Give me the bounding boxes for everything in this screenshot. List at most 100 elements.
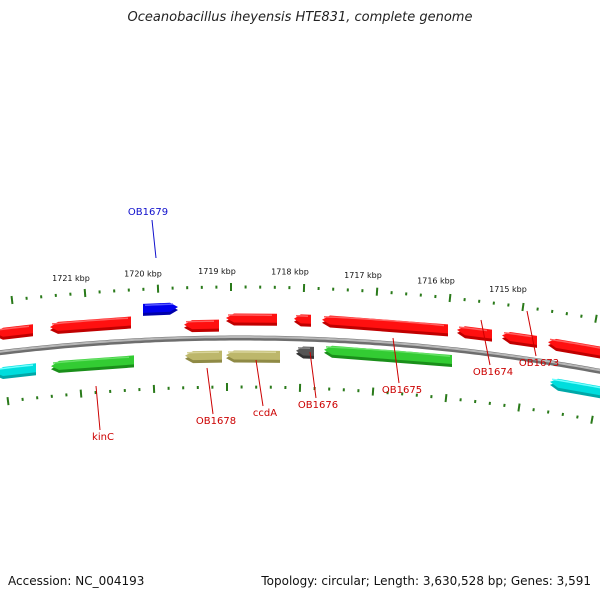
gene-plus-1-highlight xyxy=(0,325,30,331)
gene-kinc[interactable] xyxy=(51,355,134,373)
scale-label-1719-kbp: 1719 kbp xyxy=(198,267,236,276)
accession-text: Accession: NC_004193 xyxy=(8,574,145,588)
outer-scale-minor-tick xyxy=(390,291,393,295)
gene-plus-6[interactable] xyxy=(322,315,448,337)
inner-scale-minor-tick xyxy=(240,385,243,389)
gene-label-ob1679[interactable]: OB1679 xyxy=(128,207,168,218)
inner-scale-minor-tick xyxy=(138,388,141,392)
gene-ob1675[interactable] xyxy=(324,345,452,367)
gene-label-ccda[interactable]: ccdA xyxy=(253,408,277,419)
gene-plus-7[interactable] xyxy=(457,326,492,342)
label-leader-kinc xyxy=(95,385,101,431)
inner-scale-minor-tick xyxy=(65,393,68,397)
gene-label-ob1676[interactable]: OB1676 xyxy=(298,400,338,411)
gene-minus-cyan-2-body xyxy=(550,378,600,396)
outer-scale-minor-tick xyxy=(463,297,466,302)
outer-scale-minor-tick xyxy=(69,292,72,296)
gene-label-ob1674[interactable]: OB1674 xyxy=(473,367,513,378)
outer-scale-minor-tick xyxy=(536,307,539,311)
inner-scale-minor-tick xyxy=(342,388,345,392)
outer-scale-major-tick xyxy=(594,314,598,323)
gene-plus-5[interactable] xyxy=(294,314,311,327)
gene-ccda[interactable] xyxy=(226,350,280,363)
scale-label-1717-kbp: 1717 kbp xyxy=(344,271,382,280)
outer-scale-minor-tick xyxy=(565,312,569,316)
gene-plus-9[interactable] xyxy=(548,338,600,360)
outer-scale-major-tick xyxy=(302,283,306,293)
inner-scale-minor-tick xyxy=(474,399,477,404)
gene-ob1676[interactable] xyxy=(296,346,314,359)
outer-scale-minor-tick xyxy=(171,286,174,290)
outer-scale-minor-tick xyxy=(186,286,189,290)
inner-scale-minor-tick xyxy=(546,410,550,414)
gene-plus-2-body xyxy=(50,316,131,331)
gene-plus-3-highlight xyxy=(185,320,214,323)
inner-scale-major-tick xyxy=(298,383,302,392)
label-leader-ob1675 xyxy=(392,337,400,384)
outer-scale-major-tick xyxy=(156,284,160,293)
outer-scale-minor-tick xyxy=(288,286,291,290)
outer-scale-minor-tick xyxy=(478,299,481,303)
gene-plus-8-body xyxy=(502,332,537,345)
outer-scale-minor-tick xyxy=(244,285,247,289)
gene-ob1679[interactable] xyxy=(143,302,178,316)
outer-scale-minor-tick xyxy=(40,295,43,299)
label-leader-ccda xyxy=(255,359,264,407)
gene-plus-7-highlight xyxy=(458,326,488,332)
gene-plus-4[interactable] xyxy=(226,313,277,326)
gene-ob1675-body xyxy=(324,345,452,364)
outer-scale-minor-tick xyxy=(405,292,408,296)
label-leader-ob1676 xyxy=(309,351,317,399)
gene-kinc-body xyxy=(51,355,134,370)
inner-scale-minor-tick xyxy=(182,386,185,390)
gene-plus-3[interactable] xyxy=(184,319,219,333)
inner-scale-minor-tick xyxy=(430,395,433,399)
outer-scale-minor-tick xyxy=(25,296,28,300)
scale-label-1715-kbp: 1715 kbp xyxy=(489,285,527,294)
inner-scale-minor-tick xyxy=(196,385,199,390)
inner-scale-major-tick xyxy=(79,389,83,398)
outer-scale-minor-tick xyxy=(54,293,57,297)
outer-scale xyxy=(10,282,598,323)
gene-labels: OB1679 kinC OB1678 ccdA OB1676 OB1675 OB1674 OB… xyxy=(92,207,559,443)
inner-scale-major-tick xyxy=(444,394,448,403)
outer-scale-minor-tick xyxy=(419,293,422,297)
outer-scale-minor-tick xyxy=(127,288,130,292)
inner-scale-minor-tick xyxy=(561,412,565,417)
outer-scale-major-tick xyxy=(375,287,379,296)
gene-plus-8[interactable] xyxy=(502,331,537,348)
gene-minus-cyan-1[interactable] xyxy=(0,363,36,379)
inner-scale-major-tick xyxy=(590,415,594,424)
gene-plus-6-body xyxy=(322,315,448,334)
outer-scale-minor-tick xyxy=(317,286,320,291)
inner-scale-major-tick xyxy=(6,397,10,406)
inner-scale-minor-tick xyxy=(167,386,170,390)
inner-scale-minor-tick xyxy=(415,393,418,397)
inner-scale xyxy=(6,382,594,424)
gene-ob1678[interactable] xyxy=(185,350,222,364)
inner-scale-minor-tick xyxy=(503,403,506,408)
inner-scale-minor-tick xyxy=(36,396,39,400)
outer-scale-minor-tick xyxy=(492,301,495,305)
inner-scale-minor-tick xyxy=(109,389,112,393)
outer-scale-minor-tick xyxy=(215,285,218,289)
gene-ob1679-highlight xyxy=(144,303,174,307)
inner-scale-minor-tick xyxy=(386,391,389,395)
inner-scale-major-tick xyxy=(152,384,156,393)
gene-minus-cyan-2-highlight xyxy=(551,378,600,389)
gene-label-ob1673[interactable]: OB1673 xyxy=(519,358,559,369)
inner-scale-minor-tick xyxy=(211,385,214,389)
inner-scale-major-tick xyxy=(517,403,521,412)
gene-plus-2[interactable] xyxy=(50,316,131,334)
gene-minus-cyan-2[interactable] xyxy=(550,378,600,400)
gene-plus-1[interactable] xyxy=(0,324,33,340)
gene-label-ob1678[interactable]: OB1678 xyxy=(196,416,236,427)
gene-label-ob1675[interactable]: OB1675 xyxy=(382,385,422,396)
gene-features xyxy=(0,302,600,400)
gene-label-kinc[interactable]: kinC xyxy=(92,432,114,443)
gene-ob1675-highlight xyxy=(325,346,451,358)
gene-plus-2-highlight xyxy=(51,317,129,325)
outer-scale-minor-tick xyxy=(273,285,276,289)
